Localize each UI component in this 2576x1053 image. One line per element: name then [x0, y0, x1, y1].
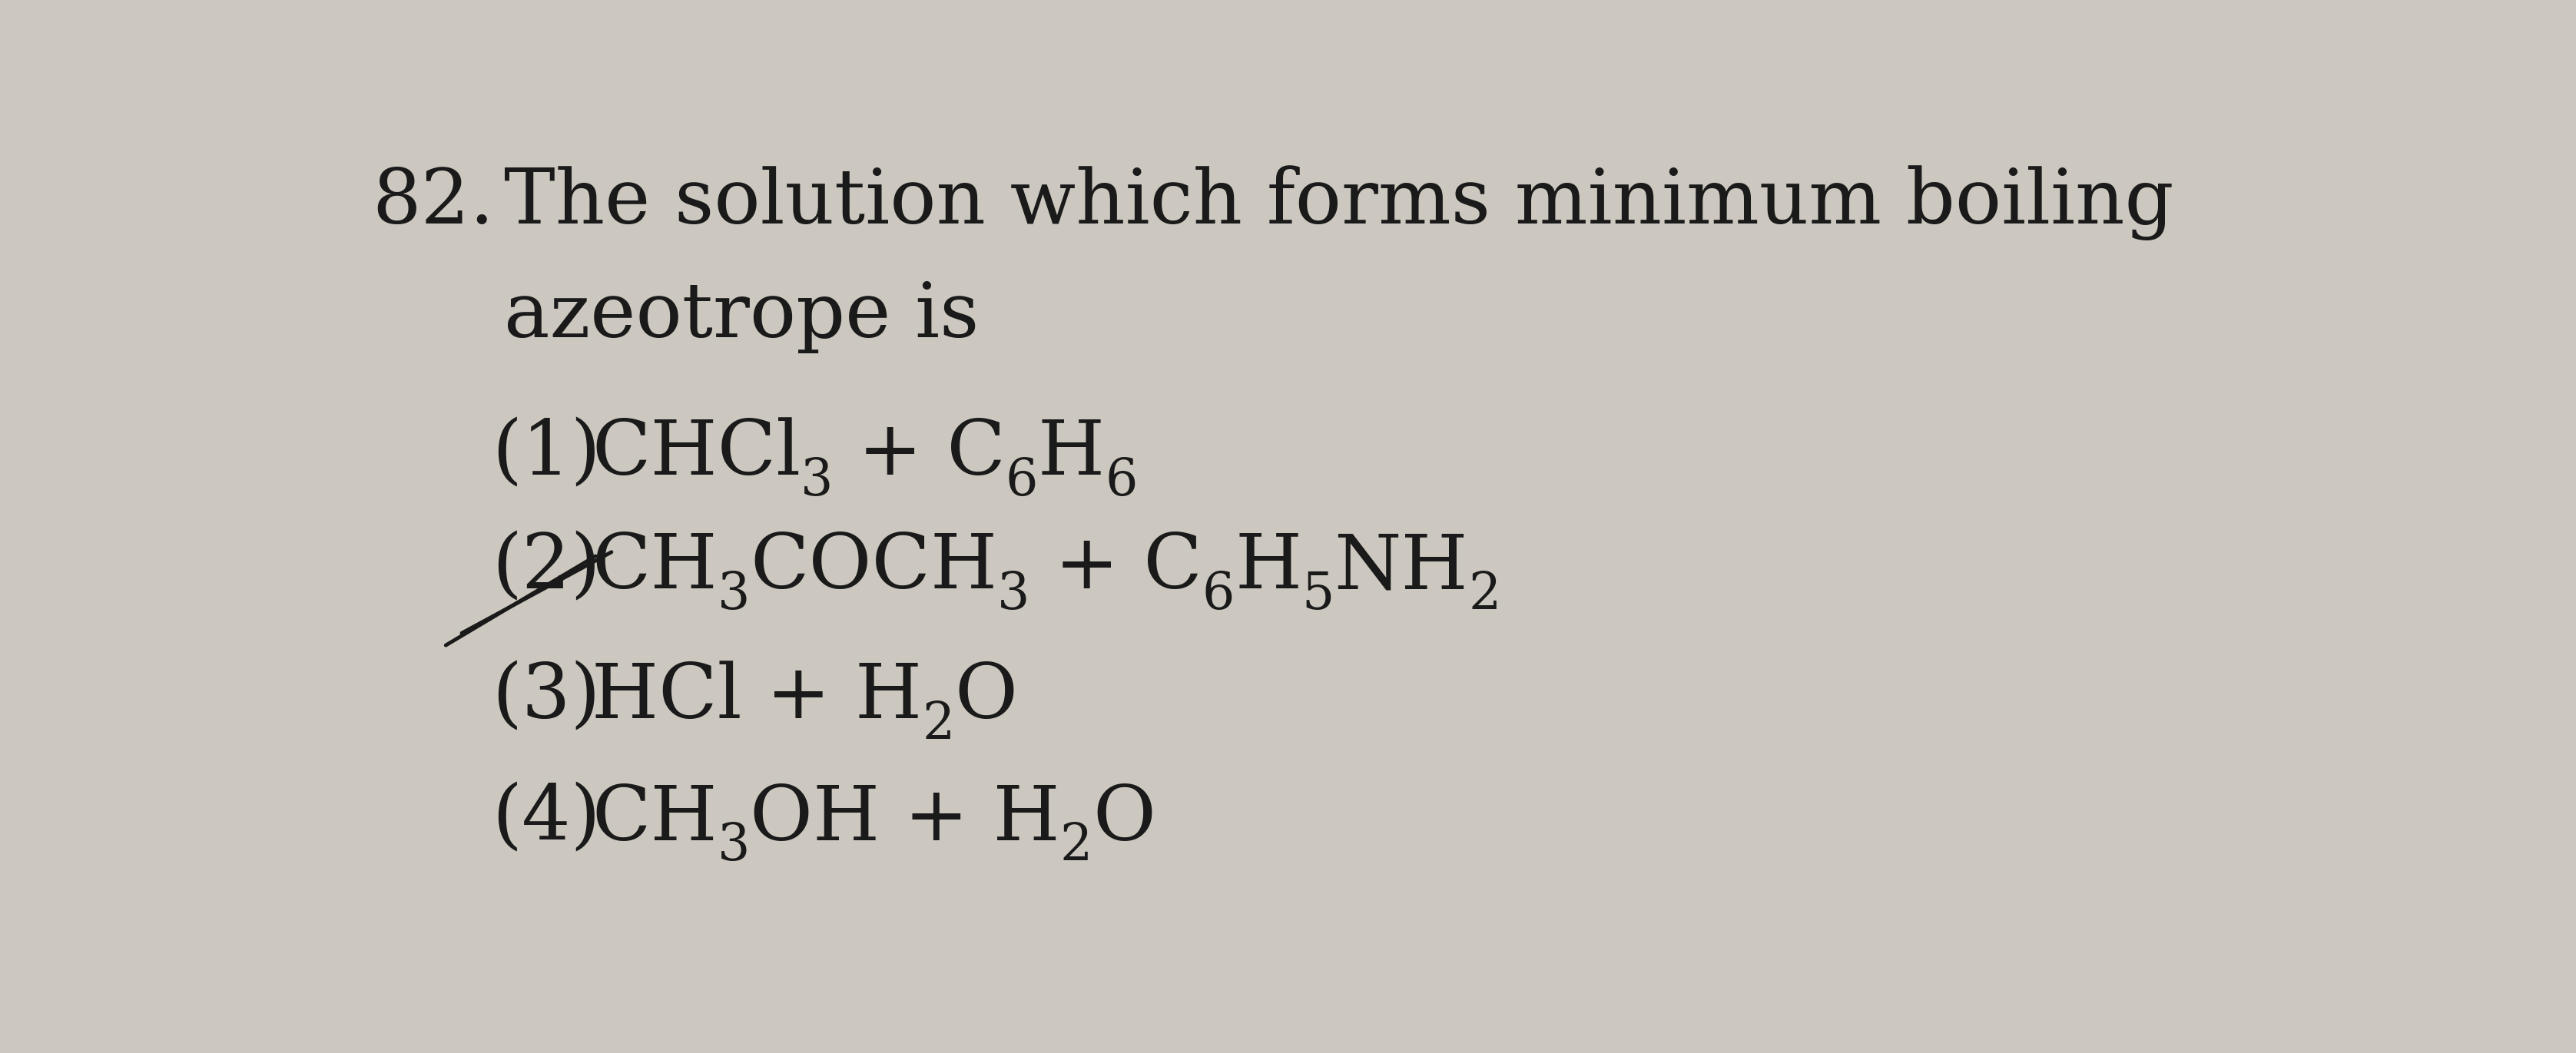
Text: 3: 3 [997, 570, 1030, 619]
Text: COCH: COCH [750, 531, 997, 604]
Text: CH: CH [592, 782, 716, 856]
Text: O: O [1092, 782, 1157, 856]
Text: (3): (3) [492, 661, 600, 734]
Text: 82.: 82. [371, 166, 495, 240]
Text: 2: 2 [1468, 570, 1502, 619]
Text: + C: + C [832, 418, 1005, 491]
Text: H: H [1038, 418, 1105, 491]
Text: 3: 3 [801, 456, 832, 506]
Text: 6: 6 [1203, 570, 1234, 619]
Text: HCl + H: HCl + H [592, 661, 922, 734]
Text: NH: NH [1334, 531, 1468, 604]
Text: CHCl: CHCl [592, 418, 801, 491]
Text: 6: 6 [1005, 456, 1038, 506]
Text: OH + H: OH + H [750, 782, 1059, 856]
Text: H: H [1234, 531, 1301, 604]
Text: 3: 3 [716, 820, 750, 871]
Text: (1): (1) [492, 418, 600, 491]
Text: 2: 2 [922, 699, 956, 750]
Text: + C: + C [1030, 531, 1203, 604]
Text: (4): (4) [492, 782, 600, 856]
Text: 3: 3 [716, 570, 750, 619]
Text: azeotrope is: azeotrope is [505, 280, 979, 354]
Text: (2): (2) [492, 531, 600, 604]
Text: The solution which forms minimum boiling: The solution which forms minimum boiling [505, 165, 2174, 240]
Text: 2: 2 [1059, 820, 1092, 871]
Text: O: O [956, 661, 1018, 734]
Text: CH: CH [592, 531, 716, 604]
Text: 5: 5 [1301, 570, 1334, 619]
Text: 6: 6 [1105, 456, 1139, 506]
